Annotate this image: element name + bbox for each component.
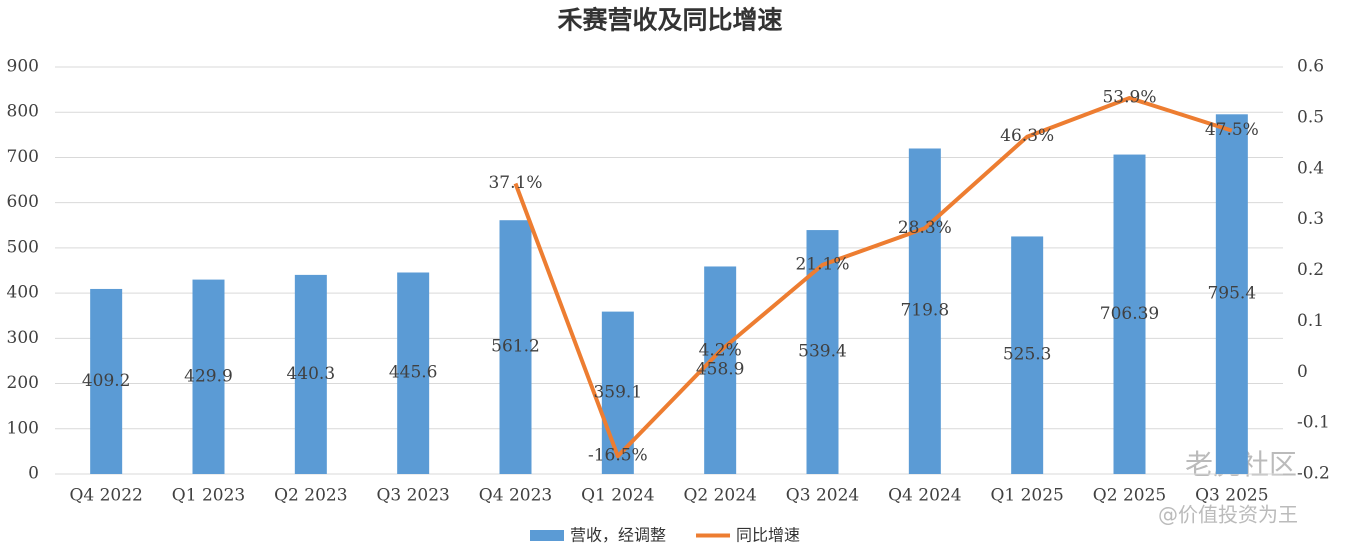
bar (294, 274, 327, 474)
data-label: 539.4 (798, 342, 847, 362)
x-tick-label: Q3 2025 (1195, 486, 1268, 506)
legend-label: 同比增速 (736, 526, 800, 545)
x-tick-label: Q1 2024 (581, 486, 654, 506)
y2-tick-label: 0.2 (1297, 260, 1324, 280)
data-label: 719.8 (900, 301, 949, 321)
watermark: @价值投资为王 (1158, 503, 1298, 527)
y2-tick-label: 0.6 (1297, 57, 1324, 77)
bar (1011, 236, 1044, 474)
y-tick-label: 800 (7, 102, 39, 122)
data-label: 28.3% (898, 218, 952, 238)
x-tick-label: Q1 2023 (172, 486, 245, 506)
data-label: 429.9 (184, 366, 233, 386)
y-tick-label: 600 (7, 192, 39, 212)
data-label: 46.3% (1000, 126, 1054, 146)
bar (704, 266, 737, 474)
x-tick-label: Q1 2025 (990, 486, 1063, 506)
data-label: 53.9% (1102, 88, 1156, 108)
y2-tick-label: 0.3 (1297, 209, 1324, 229)
chart-title: 禾赛营收及同比增速 (557, 6, 782, 35)
y2-tick-label: -0.2 (1297, 464, 1330, 484)
data-label: 4.2% (699, 340, 742, 360)
bar (397, 272, 430, 474)
bar (90, 288, 123, 474)
data-label: 37.1% (488, 173, 542, 193)
y-tick-label: 900 (7, 57, 39, 77)
x-tick-label: Q4 2022 (69, 486, 142, 506)
y-tick-label: 700 (7, 147, 39, 167)
data-label: 445.6 (389, 363, 438, 383)
data-label: 795.4 (1207, 284, 1256, 304)
data-label: -16.5% (588, 446, 648, 466)
bar (1215, 114, 1248, 475)
bar (806, 230, 839, 474)
y-tick-label: 200 (7, 373, 39, 393)
bar (499, 220, 532, 474)
x-tick-label: Q2 2025 (1093, 486, 1166, 506)
y-tick-label: 100 (7, 418, 39, 438)
data-label: 47.5% (1205, 120, 1259, 140)
data-label: 458.9 (696, 360, 745, 380)
y-tick-label: 0 (28, 464, 39, 484)
data-label: 525.3 (1003, 345, 1052, 365)
y2-tick-label: 0 (1297, 362, 1308, 382)
y-tick-label: 500 (7, 237, 39, 257)
y2-tick-label: -0.1 (1297, 413, 1330, 433)
y2-tick-label: 0.1 (1297, 311, 1324, 331)
y2-tick-label: 0.5 (1297, 107, 1324, 127)
data-label: 561.2 (491, 337, 540, 357)
x-tick-label: Q4 2024 (888, 486, 961, 506)
data-label: 706.39 (1100, 304, 1159, 324)
legend-swatch (530, 530, 564, 541)
x-tick-label: Q2 2023 (274, 486, 347, 506)
y-tick-label: 300 (7, 328, 39, 348)
data-label: 440.3 (286, 364, 335, 384)
bar (908, 148, 941, 474)
x-tick-label: Q3 2023 (376, 486, 449, 506)
x-tick-label: Q3 2024 (786, 486, 859, 506)
x-tick-label: Q2 2024 (683, 486, 756, 506)
y2-tick-label: 0.4 (1297, 158, 1324, 178)
bar (1113, 154, 1146, 474)
x-tick-label: Q4 2023 (479, 486, 552, 506)
data-label: 359.1 (593, 382, 642, 402)
bar (192, 279, 225, 474)
legend-label: 营收，经调整 (570, 526, 666, 545)
line (513, 96, 1233, 459)
data-label: 409.2 (82, 371, 131, 391)
data-label: 21.1% (795, 254, 849, 274)
y-tick-label: 400 (7, 283, 39, 303)
